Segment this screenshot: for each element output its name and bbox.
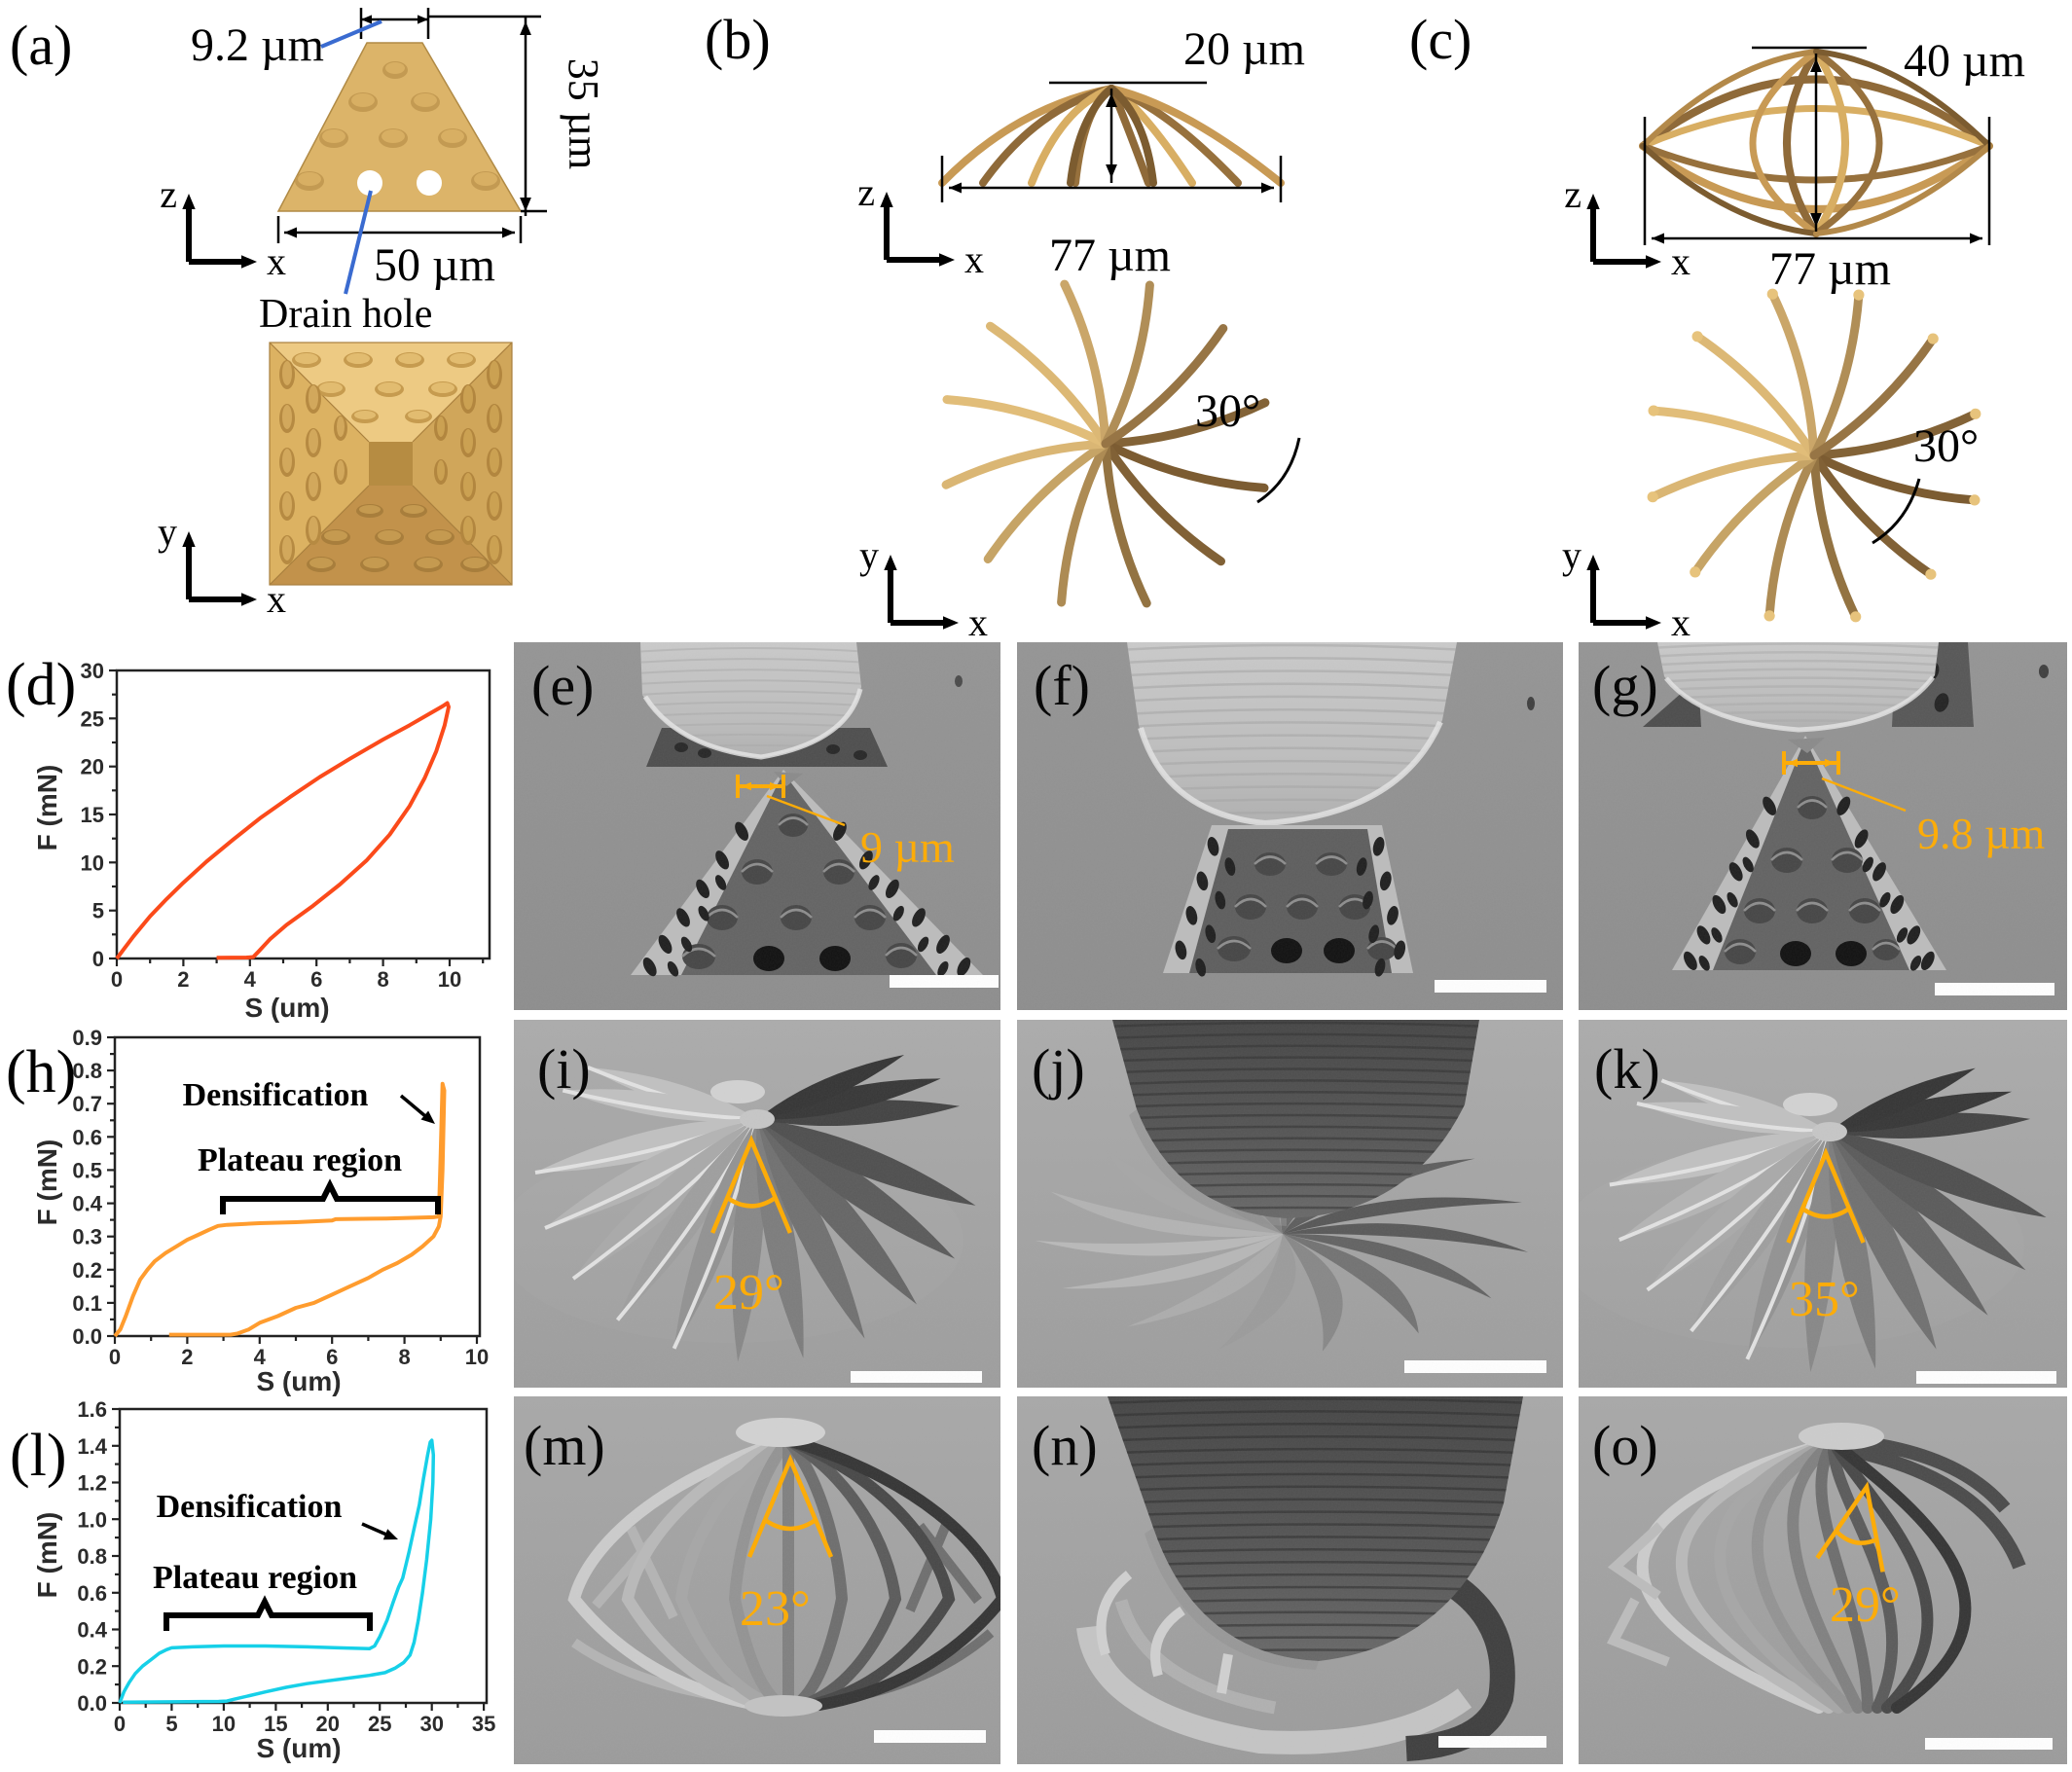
- svg-text:2: 2: [181, 1345, 193, 1369]
- svg-text:50 µm: 50 µm: [374, 239, 495, 291]
- svg-text:F (mN): F (mN): [32, 1512, 62, 1599]
- svg-text:0.8: 0.8: [72, 1059, 102, 1083]
- svg-text:Plateau region: Plateau region: [198, 1142, 402, 1178]
- svg-text:0.0: 0.0: [72, 1324, 102, 1349]
- svg-text:2: 2: [177, 967, 189, 992]
- svg-text:S (um): S (um): [244, 993, 329, 1023]
- svg-text:(h): (h): [6, 1039, 76, 1105]
- svg-text:x: x: [267, 239, 286, 283]
- svg-text:0.1: 0.1: [72, 1291, 102, 1316]
- svg-text:20: 20: [316, 1712, 340, 1736]
- svg-text:y: y: [859, 533, 879, 577]
- svg-text:0.6: 0.6: [72, 1125, 102, 1149]
- svg-text:30: 30: [81, 659, 104, 683]
- svg-text:6: 6: [310, 967, 322, 992]
- svg-text:F (mN): F (mN): [32, 765, 62, 851]
- svg-text:0.8: 0.8: [77, 1544, 107, 1569]
- svg-text:30°: 30°: [1195, 385, 1260, 437]
- svg-text:x: x: [964, 237, 984, 281]
- svg-text:4: 4: [254, 1345, 267, 1369]
- svg-text:(l): (l): [10, 1423, 67, 1489]
- svg-text:x: x: [267, 577, 286, 621]
- svg-text:77 µm: 77 µm: [1769, 243, 1891, 295]
- svg-text:(b): (b): [705, 8, 771, 71]
- svg-text:0: 0: [109, 1345, 121, 1369]
- svg-text:0.3: 0.3: [72, 1225, 102, 1249]
- svg-text:8: 8: [398, 1345, 410, 1369]
- svg-text:20 µm: 20 µm: [1183, 23, 1305, 75]
- svg-text:0.9: 0.9: [72, 1026, 102, 1050]
- svg-text:8: 8: [377, 967, 388, 992]
- svg-text:0.2: 0.2: [72, 1258, 102, 1283]
- svg-text:5: 5: [165, 1712, 177, 1736]
- svg-text:z: z: [857, 170, 875, 214]
- svg-text:4: 4: [244, 967, 257, 992]
- svg-text:1.4: 1.4: [77, 1434, 107, 1459]
- svg-text:x: x: [968, 600, 988, 644]
- svg-text:0: 0: [111, 967, 123, 992]
- svg-text:0.0: 0.0: [77, 1691, 107, 1716]
- svg-text:35: 35: [472, 1712, 495, 1736]
- svg-text:Plateau region: Plateau region: [153, 1560, 357, 1596]
- svg-text:30°: 30°: [1913, 420, 1979, 472]
- svg-text:x: x: [1671, 600, 1690, 644]
- svg-text:25: 25: [81, 706, 104, 731]
- svg-text:1.6: 1.6: [77, 1397, 107, 1422]
- svg-text:y: y: [158, 510, 177, 554]
- svg-text:10: 10: [212, 1712, 236, 1736]
- svg-text:Drain hole: Drain hole: [259, 292, 432, 337]
- svg-text:x: x: [1671, 239, 1690, 283]
- svg-text:(c): (c): [1409, 8, 1472, 71]
- svg-text:1.2: 1.2: [77, 1471, 107, 1496]
- svg-text:15: 15: [81, 803, 104, 827]
- svg-text:35 µm: 35 µm: [560, 58, 607, 170]
- svg-text:(a): (a): [10, 14, 72, 77]
- svg-text:0: 0: [92, 947, 104, 971]
- svg-text:0: 0: [114, 1712, 126, 1736]
- svg-text:25: 25: [368, 1712, 391, 1736]
- svg-text:F (mN): F (mN): [32, 1139, 62, 1226]
- svg-text:0.4: 0.4: [77, 1618, 107, 1643]
- svg-text:5: 5: [92, 899, 104, 923]
- svg-text:S (um): S (um): [256, 1366, 341, 1396]
- svg-text:0.2: 0.2: [77, 1654, 107, 1679]
- svg-text:40 µm: 40 µm: [1904, 35, 2025, 87]
- svg-text:20: 20: [81, 755, 104, 779]
- svg-text:y: y: [1562, 533, 1581, 577]
- svg-text:0.4: 0.4: [72, 1192, 102, 1216]
- svg-text:Densification: Densification: [157, 1489, 343, 1525]
- svg-text:0.7: 0.7: [72, 1092, 102, 1116]
- svg-text:15: 15: [264, 1712, 287, 1736]
- svg-text:10: 10: [438, 967, 461, 992]
- svg-text:z: z: [1564, 172, 1581, 216]
- svg-text:10: 10: [465, 1345, 489, 1369]
- svg-text:(d): (d): [6, 652, 76, 718]
- svg-text:0.5: 0.5: [72, 1158, 102, 1182]
- svg-text:77 µm: 77 µm: [1049, 230, 1171, 281]
- svg-text:Densification: Densification: [183, 1077, 369, 1113]
- svg-text:6: 6: [326, 1345, 338, 1369]
- svg-text:30: 30: [419, 1712, 443, 1736]
- svg-text:0.6: 0.6: [77, 1581, 107, 1606]
- svg-text:9.2 µm: 9.2 µm: [191, 19, 324, 71]
- svg-text:S (um): S (um): [256, 1733, 341, 1763]
- svg-text:10: 10: [81, 850, 104, 875]
- svg-text:z: z: [160, 172, 177, 216]
- svg-text:1.0: 1.0: [77, 1507, 107, 1532]
